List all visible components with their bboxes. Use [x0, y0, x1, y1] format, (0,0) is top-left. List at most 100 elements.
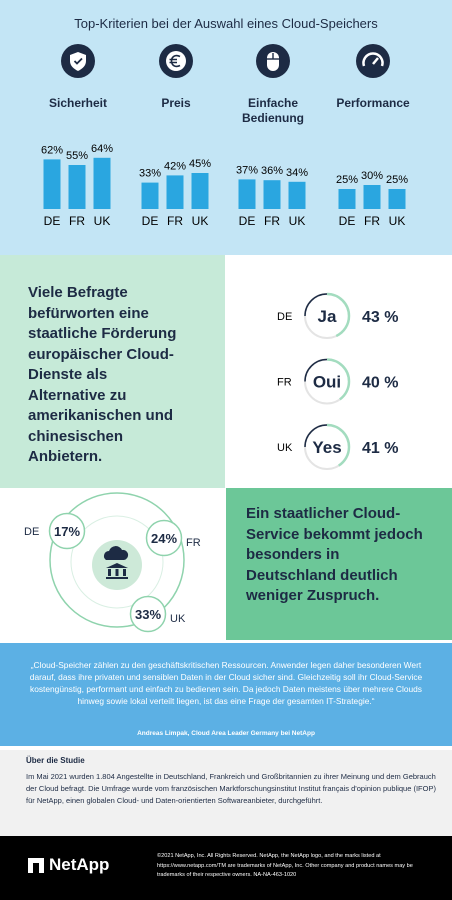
- value-label: 62%: [41, 144, 63, 156]
- bar-chart: 33% DE 42% FR 45% UK: [139, 158, 211, 228]
- criterion: Einfache Bedienung 37% DE 36% FR 34% UK: [233, 44, 313, 237]
- icon-shape: [70, 52, 86, 71]
- support-panel: [0, 255, 225, 488]
- logo-text: NetApp: [49, 855, 110, 874]
- ring-edge: [304, 358, 328, 382]
- value-label: 43 %: [362, 309, 398, 326]
- bubble: [48, 512, 86, 550]
- country-label: UK: [277, 442, 293, 454]
- bar: [191, 173, 209, 209]
- value-label: 25%: [336, 174, 358, 186]
- bubble: [129, 595, 167, 633]
- icon-shape: [267, 52, 279, 71]
- icon-shape: [267, 52, 279, 71]
- service-panel: [226, 488, 452, 640]
- value-label: 37%: [236, 164, 258, 176]
- icon-shape: [362, 52, 384, 67]
- criterion-icon: [159, 44, 193, 78]
- value-label: 25%: [386, 174, 408, 186]
- criterion-icon: [61, 44, 95, 78]
- icon-shape: [166, 51, 186, 71]
- icon-shape: [372, 57, 379, 65]
- category-label: DE: [339, 214, 356, 228]
- criterion: Preis 33% DE 42% FR 45% UK: [136, 44, 216, 237]
- criterion-title: Performance: [336, 96, 410, 110]
- bar-chart: 37% DE 36% FR 34% UK: [236, 164, 308, 228]
- value-label: 33%: [139, 168, 161, 180]
- quote-author: Andreas Limpak, Cloud Area Leader German…: [137, 730, 315, 737]
- answers-panel: [225, 255, 452, 488]
- bar: [93, 157, 111, 209]
- answer-label: Oui: [313, 373, 341, 392]
- value-label: 17%: [54, 524, 80, 539]
- bubble: [145, 519, 183, 557]
- category-label: DE: [44, 214, 61, 228]
- building-icon: [106, 563, 128, 579]
- orbit-inner: [70, 515, 164, 609]
- country-label: UK: [170, 613, 186, 625]
- orbit: [49, 492, 185, 628]
- value-label: 34%: [286, 167, 308, 179]
- ring-edge: [304, 424, 328, 448]
- category-label: FR: [167, 214, 183, 228]
- category-label: UK: [192, 214, 209, 228]
- category-label: FR: [264, 214, 280, 228]
- category-label: UK: [389, 214, 406, 228]
- category-label: FR: [69, 214, 85, 228]
- logo: NetApp: [28, 855, 109, 875]
- study-panel: [0, 750, 452, 836]
- service-statement: Ein staatlicher Cloud-Service bekommt je…: [246, 505, 423, 604]
- legal-text: ©2021 NetApp, Inc. All Rights Reserved. …: [157, 853, 413, 878]
- study-text: Im Mai 2021 wurden 1.804 Angestellte in …: [26, 772, 436, 805]
- cloud-icon: [104, 546, 129, 560]
- icon-shape: [166, 51, 186, 71]
- criteria-section: [0, 0, 452, 255]
- value-label: 36%: [261, 165, 283, 177]
- criterion-title: Einfache Bedienung: [242, 96, 304, 125]
- bar-chart: 62% DE 55% FR 64% UK: [41, 143, 113, 228]
- criterion-icon: [356, 44, 390, 78]
- bar: [363, 185, 381, 209]
- criterion-title: Sicherheit: [48, 96, 108, 110]
- bar: [166, 175, 184, 209]
- value-label: 45%: [189, 158, 211, 170]
- answer-label: Yes: [312, 438, 341, 457]
- category-label: DE: [239, 214, 256, 228]
- category-label: UK: [94, 214, 111, 228]
- value-label: 41 %: [362, 440, 398, 457]
- logo-shape: [28, 857, 44, 873]
- bar: [68, 165, 86, 209]
- criterion: Performance 25% DE 30% FR 25% UK: [333, 44, 413, 237]
- country-label: DE: [24, 526, 39, 538]
- ring-edge: [304, 293, 328, 317]
- criterion: Sicherheit 62% DE 55% FR 64% UK: [38, 44, 118, 237]
- category-label: FR: [364, 214, 380, 228]
- bar: [263, 180, 281, 209]
- value-label: 40 %: [362, 375, 398, 392]
- value-label: 33%: [135, 607, 161, 622]
- bar-chart: 25% DE 30% FR 25% UK: [336, 170, 408, 228]
- study-title: Über die Studie: [26, 756, 85, 765]
- title: Top-Kriterien bei der Auswahl eines Clou…: [74, 16, 378, 31]
- icon-shape: [169, 54, 181, 68]
- value-label: 64%: [91, 143, 113, 155]
- bar: [388, 189, 406, 209]
- value-label: 42%: [164, 160, 186, 172]
- logo-mark: [28, 857, 44, 873]
- footer: [0, 836, 452, 900]
- country-label: DE: [277, 311, 292, 323]
- bar: [238, 179, 256, 209]
- icon-shape: [362, 52, 384, 67]
- bar: [338, 189, 356, 209]
- answer-label: Ja: [318, 307, 337, 326]
- bar: [43, 159, 61, 209]
- category-label: UK: [289, 214, 306, 228]
- value-label: 24%: [151, 531, 177, 546]
- bar: [141, 182, 159, 209]
- bar: [288, 181, 306, 209]
- quote: „Cloud-Speicher zählen zu den geschäftsk…: [29, 660, 423, 706]
- criterion-icon: [256, 44, 290, 78]
- support-statement: Viele Befragte befürworten eine staatlic…: [28, 284, 177, 465]
